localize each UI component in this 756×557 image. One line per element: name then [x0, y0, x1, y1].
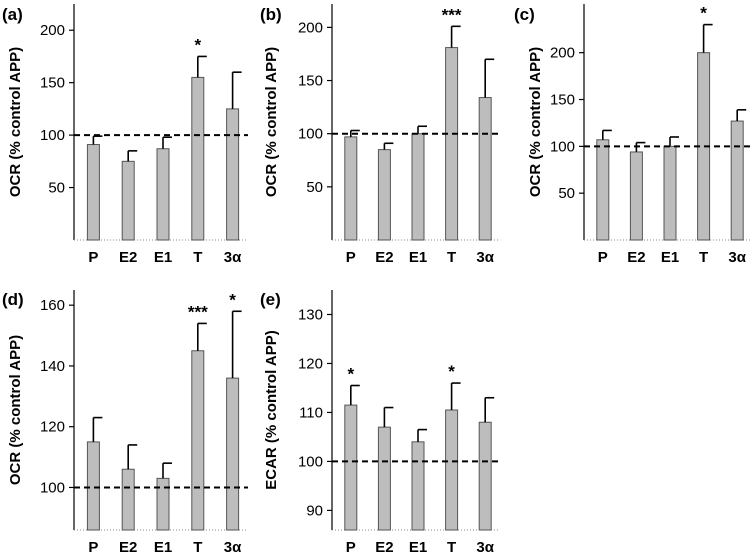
x-tick-label: 3α: [224, 539, 242, 556]
bar-1: [344, 404, 358, 531]
y-tick-label: 100: [298, 453, 323, 470]
y-tick-label: 150: [550, 92, 575, 109]
y-tick-label: 150: [298, 73, 323, 90]
y-axis-title: OCR (% control APP): [527, 47, 544, 197]
y-tick-label: 100: [40, 127, 65, 144]
x-tick-label: 3α: [224, 249, 242, 266]
y-tick-label: 120: [40, 419, 65, 436]
y-tick-label: 200: [298, 19, 323, 36]
panel-label: (e): [260, 290, 281, 309]
significance-marker: ***: [188, 302, 208, 321]
bar-3: [156, 148, 170, 241]
x-tick-label: 3α: [728, 249, 746, 266]
significance-marker: *: [448, 362, 455, 381]
y-tick-label: 140: [40, 358, 65, 375]
x-tick-label: 3α: [476, 249, 494, 266]
x-tick-label: E2: [119, 249, 137, 266]
bar-2: [629, 151, 643, 241]
bar-3: [156, 477, 170, 531]
x-tick-label: E2: [119, 539, 137, 556]
bar-5: [226, 108, 240, 241]
panel-label: (b): [260, 5, 282, 24]
bar-4: [191, 76, 205, 241]
chart-panel-1: (a) 50 100 150 200 OCR (% control APP) P E2 E1 * T…: [2, 4, 248, 266]
y-tick-label: 150: [40, 75, 65, 92]
x-tick-label: P: [88, 539, 98, 556]
bar-2: [377, 426, 391, 531]
x-tick-label: P: [346, 539, 356, 556]
y-tick-label: 100: [550, 138, 575, 155]
panel-label: (a): [2, 5, 23, 24]
significance-marker: *: [700, 4, 707, 23]
bar-4: [445, 409, 459, 531]
y-axis-title: OCR (% control APP): [263, 47, 280, 197]
x-tick-label: T: [193, 249, 202, 266]
y-tick-label: 50: [48, 180, 65, 197]
x-tick-label: E1: [409, 539, 427, 556]
bar-5: [478, 97, 492, 241]
y-tick-label: 100: [298, 126, 323, 143]
panel-label: (d): [2, 290, 24, 309]
bar-1: [86, 441, 100, 531]
y-tick-label: 90: [306, 502, 323, 519]
bar-3: [663, 145, 677, 241]
x-tick-label: T: [447, 539, 456, 556]
y-tick-label: 160: [40, 297, 65, 314]
bar-3: [411, 133, 425, 241]
x-tick-label: T: [699, 249, 708, 266]
y-tick-label: 110: [299, 404, 323, 421]
bar-4: [191, 350, 205, 531]
x-tick-label: E2: [375, 249, 393, 266]
y-axis-title: OCR (% control APP): [7, 335, 24, 485]
significance-marker: *: [229, 290, 236, 309]
y-tick-label: 200: [550, 45, 575, 62]
significance-marker: *: [194, 35, 201, 54]
chart-panel-4: (d) 100 120 140 160 OCR (% control APP) P E2 E1 *…: [2, 290, 248, 556]
y-axis-title: ECAR (% control APP): [263, 330, 280, 489]
x-tick-label: T: [447, 249, 456, 266]
bar-2: [121, 160, 135, 241]
x-tick-label: 3α: [476, 539, 494, 556]
bar-4: [445, 47, 459, 241]
chart-panel-5: (e) 90 100 110 120 130 ECAR (% control APP) * P E…: [260, 290, 500, 556]
bar-5: [730, 120, 744, 241]
y-tick-label: 120: [298, 355, 323, 372]
significance-marker: *: [347, 365, 354, 384]
x-tick-label: E1: [409, 249, 427, 266]
significance-marker: ***: [442, 5, 462, 24]
bar-1: [596, 139, 610, 241]
bar-2: [121, 468, 135, 531]
bar-5: [226, 377, 240, 531]
bar-1: [86, 144, 100, 241]
x-tick-label: P: [346, 249, 356, 266]
x-tick-label: E1: [661, 249, 679, 266]
panel-label: (c): [514, 5, 535, 24]
y-axis-title: OCR (% control APP): [7, 47, 24, 197]
x-tick-label: E1: [154, 249, 172, 266]
x-tick-label: E2: [627, 249, 645, 266]
bar-5: [478, 421, 492, 531]
x-tick-label: E1: [154, 539, 172, 556]
x-tick-label: E2: [375, 539, 393, 556]
chart-panel-2: (b) 50 100 150 200 OCR (% control APP) P E2 E1 **…: [260, 4, 500, 266]
bar-3: [411, 441, 425, 531]
y-tick-label: 200: [40, 22, 65, 39]
y-tick-label: 100: [40, 479, 65, 496]
x-tick-label: P: [598, 249, 608, 266]
y-tick-label: 50: [558, 185, 575, 202]
bar-1: [344, 136, 358, 241]
x-tick-label: T: [193, 539, 202, 556]
y-tick-label: 50: [306, 179, 323, 196]
x-tick-label: P: [88, 249, 98, 266]
y-tick-label: 130: [298, 306, 323, 323]
chart-panel-3: (c) 50 100 150 200 OCR (% control APP) P E2 E1 * T…: [514, 4, 752, 266]
bar-2: [377, 149, 391, 241]
